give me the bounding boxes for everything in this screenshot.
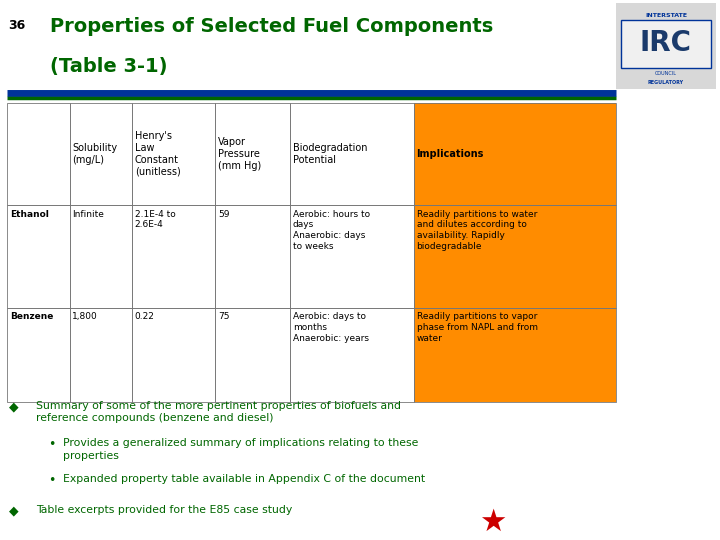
Bar <box>7 308 70 402</box>
Bar <box>132 103 215 205</box>
Text: Readily partitions to water
and dilutes according to
availability. Rapidly
biode: Readily partitions to water and dilutes … <box>417 210 537 251</box>
Text: Infinite: Infinite <box>73 210 104 219</box>
Bar <box>132 103 215 205</box>
FancyBboxPatch shape <box>621 20 711 68</box>
Bar <box>7 103 70 205</box>
Text: (Table 3-1): (Table 3-1) <box>50 57 168 76</box>
Bar <box>289 205 414 308</box>
Bar <box>289 205 414 308</box>
Bar <box>70 205 132 308</box>
Text: Solubility
(mg/L): Solubility (mg/L) <box>73 143 117 165</box>
Text: 1,800: 1,800 <box>73 312 98 321</box>
Text: ◆: ◆ <box>9 401 18 414</box>
Text: 75: 75 <box>218 312 230 321</box>
Text: Ethanol: Ethanol <box>10 210 49 219</box>
Text: Provides a generalized summary of implications relating to these
properties: Provides a generalized summary of implic… <box>63 438 418 461</box>
Text: Implications: Implications <box>417 149 484 159</box>
Text: 36: 36 <box>9 19 26 32</box>
Text: Expanded property table available in Appendix C of the document: Expanded property table available in App… <box>63 474 425 484</box>
Bar <box>7 205 70 308</box>
Bar <box>289 308 414 402</box>
Text: IRC: IRC <box>640 29 692 57</box>
Bar <box>289 103 414 205</box>
Text: Summary of some of the more pertinent properties of biofuels and
reference compo: Summary of some of the more pertinent pr… <box>36 401 401 423</box>
Bar <box>7 205 70 308</box>
Bar <box>414 103 616 205</box>
Text: ◆: ◆ <box>9 505 18 518</box>
Text: Henry's
Law
Constant
(unitless): Henry's Law Constant (unitless) <box>135 131 181 177</box>
Bar <box>70 308 132 402</box>
Bar <box>215 103 289 205</box>
Bar <box>132 308 215 402</box>
Bar <box>414 103 616 205</box>
Bar <box>70 205 132 308</box>
Bar <box>414 308 616 402</box>
Text: 59: 59 <box>218 210 230 219</box>
Bar <box>7 308 70 402</box>
Bar <box>289 103 414 205</box>
Bar <box>414 205 616 308</box>
Text: 2.1E-4 to
2.6E-4: 2.1E-4 to 2.6E-4 <box>135 210 176 230</box>
Bar <box>132 308 215 402</box>
Text: Benzene: Benzene <box>10 312 53 321</box>
Text: 0.22: 0.22 <box>135 312 155 321</box>
Text: •: • <box>48 438 55 451</box>
Bar <box>215 205 289 308</box>
Text: Biodegradation
Potential: Biodegradation Potential <box>292 143 367 165</box>
Bar <box>289 308 414 402</box>
Bar <box>215 205 289 308</box>
Text: COUNCIL: COUNCIL <box>655 71 677 76</box>
Text: REGULATORY: REGULATORY <box>648 80 684 85</box>
Text: Aerobic: hours to
days
Anaerobic: days
to weeks: Aerobic: hours to days Anaerobic: days t… <box>292 210 370 251</box>
Bar <box>132 205 215 308</box>
Bar <box>132 205 215 308</box>
Bar <box>215 308 289 402</box>
Bar <box>215 103 289 205</box>
Text: Table excerpts provided for the E85 case study: Table excerpts provided for the E85 case… <box>36 505 292 515</box>
Text: •: • <box>48 474 55 487</box>
Text: Vapor
Pressure
(mm Hg): Vapor Pressure (mm Hg) <box>218 137 261 171</box>
Text: ★: ★ <box>479 508 506 537</box>
Bar <box>414 205 616 308</box>
Bar <box>7 103 70 205</box>
Text: INTERSTATE: INTERSTATE <box>645 13 687 18</box>
Bar <box>215 308 289 402</box>
Text: Readily partitions to vapor
phase from NAPL and from
water: Readily partitions to vapor phase from N… <box>417 312 538 342</box>
Text: Aerobic: days to
months
Anaerobic: years: Aerobic: days to months Anaerobic: years <box>292 312 369 342</box>
Bar <box>414 308 616 402</box>
Bar <box>70 308 132 402</box>
Text: Properties of Selected Fuel Components: Properties of Selected Fuel Components <box>50 17 494 36</box>
Bar <box>70 103 132 205</box>
Bar <box>70 103 132 205</box>
